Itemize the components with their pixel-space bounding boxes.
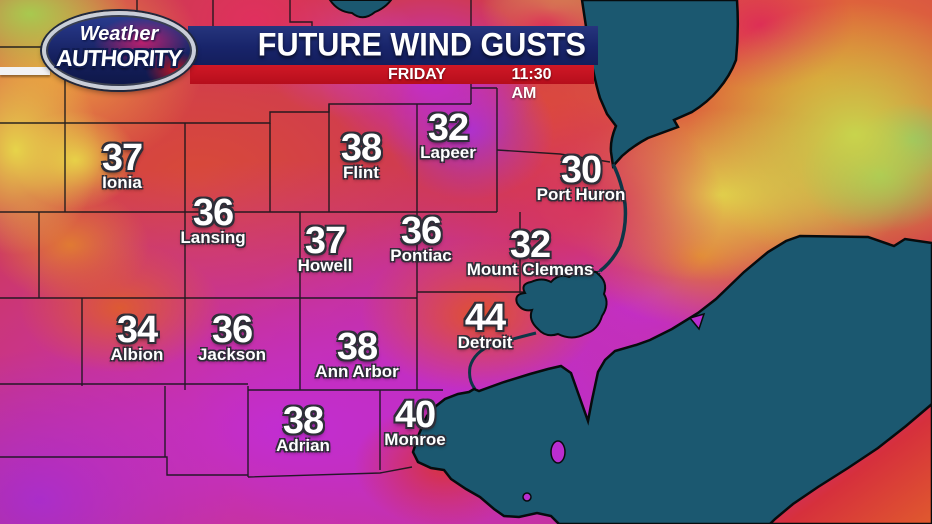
gust-value: 30 xyxy=(560,149,602,191)
city-name: Flint xyxy=(343,163,379,182)
far-shore-land xyxy=(768,402,932,524)
city-name: Jackson xyxy=(197,345,267,364)
gust-value: 32 xyxy=(509,224,551,266)
gust-label-ionia: 37 Ionia xyxy=(101,137,143,192)
gust-label-pontiac: 36 Pontiac xyxy=(390,210,452,265)
city-name: Port Huron xyxy=(536,185,626,204)
lake-st-clair xyxy=(515,270,608,339)
city-name: Detroit xyxy=(457,333,513,352)
gust-label-adrian: 38 Adrian xyxy=(276,400,330,455)
city-name: Lapeer xyxy=(420,143,476,162)
city-name: Lansing xyxy=(180,228,246,247)
lake-huron xyxy=(580,0,740,169)
gust-label-mount-clemens: 32 Mount Clemens xyxy=(466,224,594,279)
lake-erie-islands xyxy=(522,312,706,502)
gust-label-lansing: 36 Lansing xyxy=(180,192,246,247)
gust-label-port-huron: 30 Port Huron xyxy=(536,149,626,204)
page-title: FUTURE WIND GUSTS xyxy=(257,27,587,63)
city-name: Pontiac xyxy=(390,246,452,265)
gust-label-ann-arbor: 38 Ann Arbor xyxy=(315,326,399,381)
gust-label-monroe: 40 Monroe xyxy=(384,394,446,449)
gust-label-jackson: 36 Jackson xyxy=(197,309,267,364)
city-name: Monroe xyxy=(384,430,446,449)
gust-value: 36 xyxy=(192,192,234,234)
gust-value: 38 xyxy=(282,400,324,442)
detroit-river xyxy=(468,331,537,390)
logo-ribbon xyxy=(0,67,50,75)
city-name: Adrian xyxy=(276,436,330,455)
weather-authority-logo: Weather AUTHORITY xyxy=(42,11,196,90)
gust-value: 38 xyxy=(336,326,378,368)
gust-label-howell: 37 Howell xyxy=(297,220,353,275)
logo-word-weather: Weather xyxy=(79,23,159,45)
city-name: Mount Clemens xyxy=(466,260,594,279)
saginaw-bay xyxy=(328,0,393,19)
gust-value: 44 xyxy=(464,297,506,339)
gust-label-flint: 38 Flint xyxy=(340,127,382,182)
city-name: Howell xyxy=(297,256,353,275)
forecast-day: FRIDAY xyxy=(387,66,447,83)
gust-value: 36 xyxy=(211,309,253,351)
timestamp-banner: FRIDAY 11:30 AM xyxy=(190,65,594,102)
logo-word-authority: AUTHORITY xyxy=(55,45,183,71)
gust-value: 36 xyxy=(400,210,442,252)
city-name: Ann Arbor xyxy=(315,362,399,381)
gust-value: 32 xyxy=(427,107,469,149)
title-banner: FUTURE WIND GUSTS xyxy=(188,26,598,65)
gust-value: 40 xyxy=(394,394,436,436)
st-clair-river xyxy=(598,163,628,273)
gust-label-lapeer: 32 Lapeer xyxy=(420,107,476,162)
gust-label-detroit: 44 Detroit xyxy=(457,297,513,352)
lake-erie xyxy=(411,234,932,524)
gust-value: 38 xyxy=(340,127,382,169)
gust-label-albion: 34 Albion xyxy=(110,309,164,364)
city-name: Ionia xyxy=(102,173,142,192)
city-name: Albion xyxy=(110,345,164,364)
forecast-time: 11:30 AM xyxy=(511,66,552,102)
gust-value: 37 xyxy=(101,137,143,179)
gust-value: 34 xyxy=(116,309,158,351)
gust-value: 37 xyxy=(304,220,346,262)
